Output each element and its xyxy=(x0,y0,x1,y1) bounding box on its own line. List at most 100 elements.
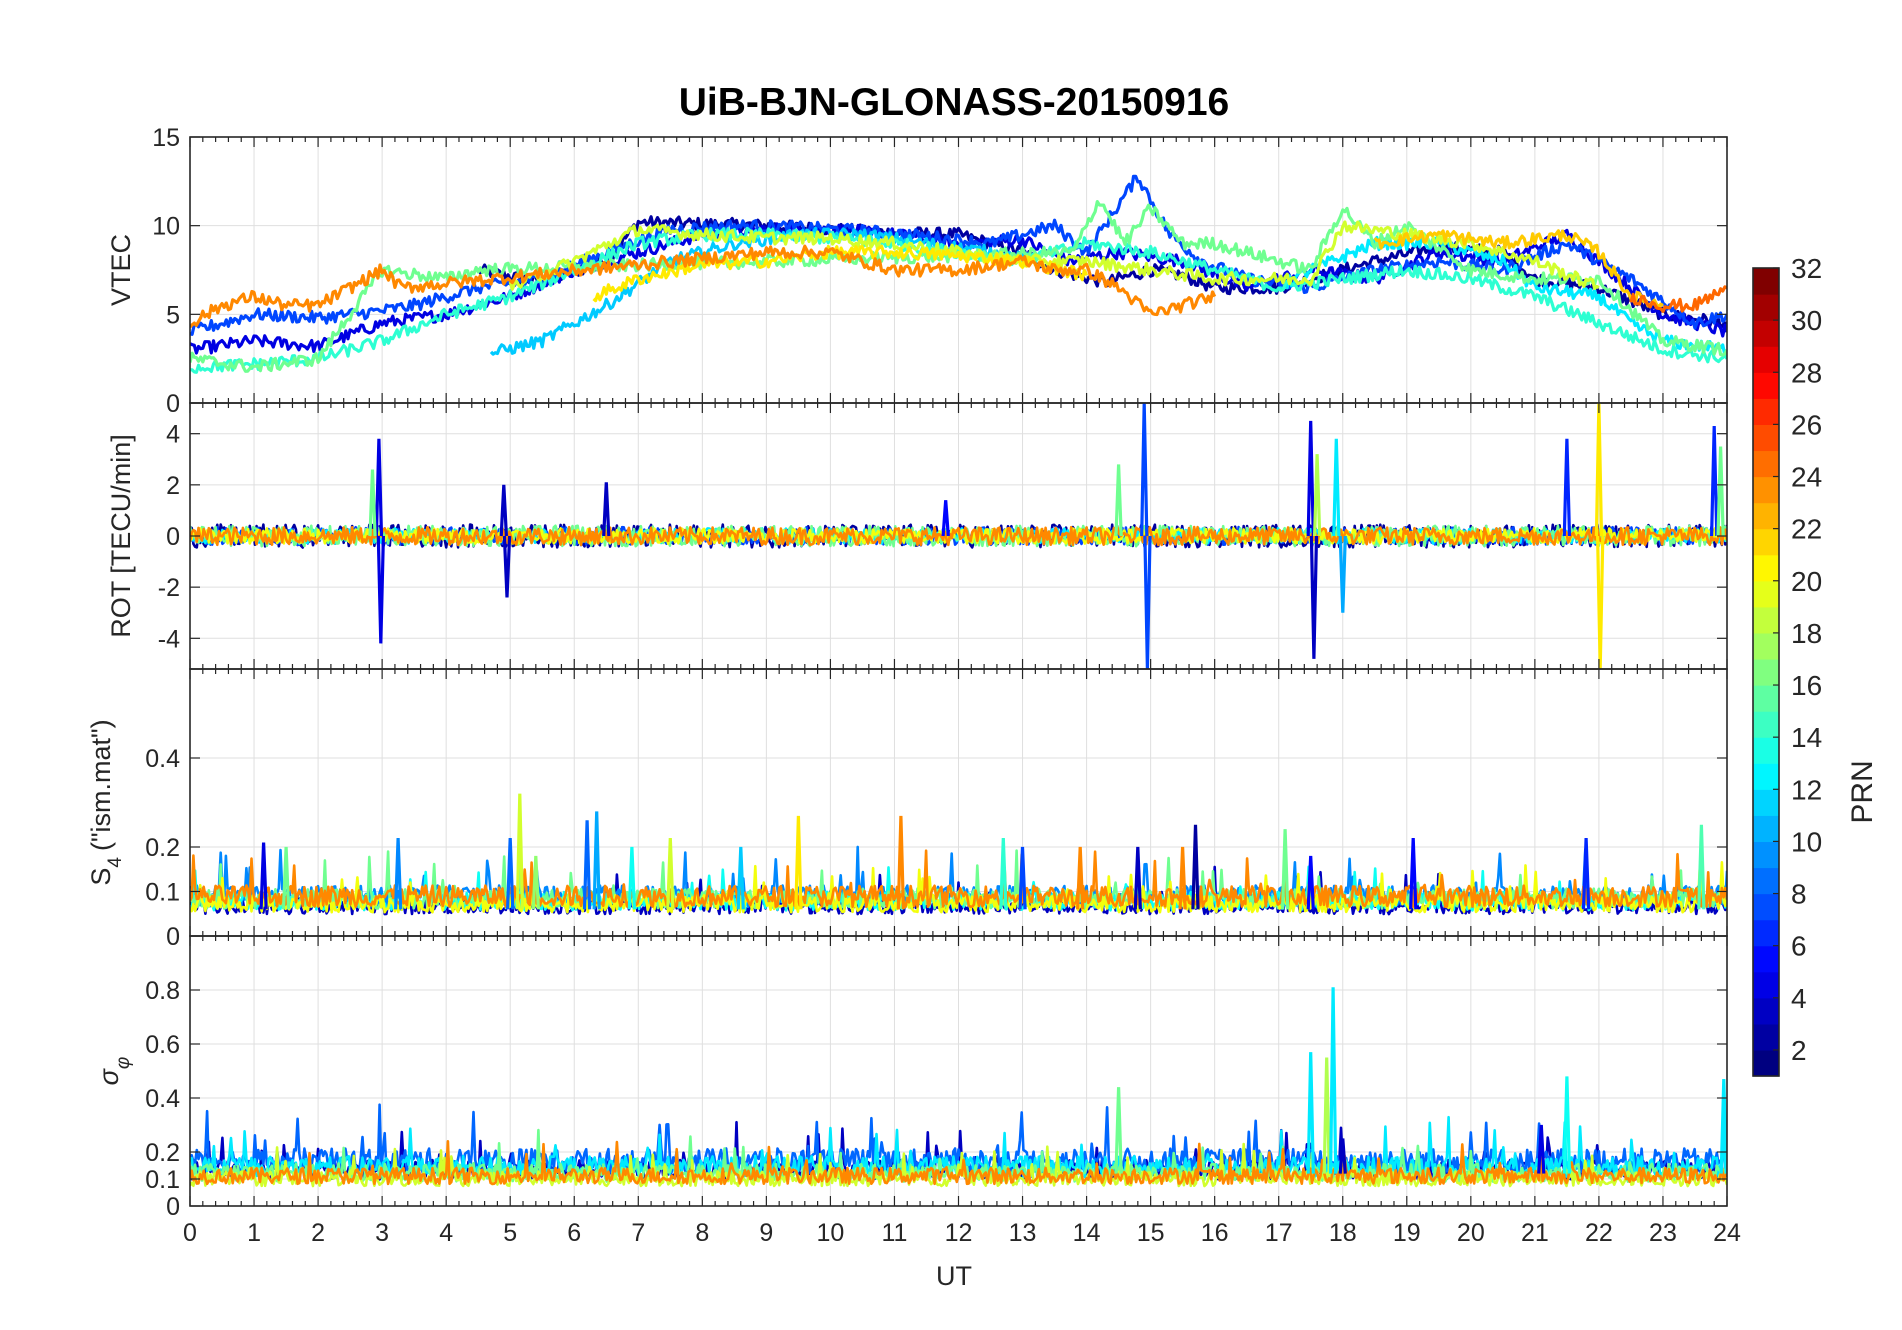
x-tick-label: 6 xyxy=(567,1219,581,1247)
vtec-series-prn-25 xyxy=(1629,285,1727,313)
y-tick-label: 5 xyxy=(166,301,180,329)
x-tick-label: 19 xyxy=(1393,1219,1421,1247)
x-tick-label: 13 xyxy=(1009,1219,1037,1247)
colorbar-tick-label: 22 xyxy=(1791,514,1822,545)
spike-prn-24 xyxy=(896,815,905,910)
spike-prn-16 xyxy=(1114,464,1123,537)
y-axis-label: VTEC xyxy=(106,234,136,306)
x-axis-label: UT xyxy=(936,1261,972,1291)
series-group xyxy=(190,987,1727,1188)
spike-prn-10 xyxy=(1338,535,1347,613)
colorbar-segment xyxy=(1753,658,1779,686)
colorbar-frame xyxy=(1752,267,1780,1077)
colorbar-segment xyxy=(1753,945,1779,973)
colorbar-segment xyxy=(1753,294,1779,321)
spike-prn-12 xyxy=(1329,987,1338,1174)
spike-prn-16 xyxy=(1281,829,1290,910)
vtec-series-prn-24 xyxy=(190,244,1217,329)
spike-prn-12 xyxy=(1719,1079,1727,1174)
spike-prn-3 xyxy=(502,535,512,598)
y-tick-label: 4 xyxy=(166,421,180,449)
y-tick-label: 0 xyxy=(166,390,180,418)
y-tick-label: 0.1 xyxy=(145,879,180,907)
x-tick-label: 12 xyxy=(945,1219,973,1247)
spike-prn-16 xyxy=(1716,446,1725,537)
x-tick-label: 22 xyxy=(1585,1219,1613,1247)
y-axis-label: ROT [TECU/min] xyxy=(106,434,136,638)
spike-prn-8 xyxy=(506,838,515,910)
series-prn-24 xyxy=(190,1140,1727,1186)
colorbar-segment xyxy=(1753,606,1779,634)
spike-prn-7 xyxy=(1143,535,1152,669)
panel-1: -4 -2 0 2 4 ROT [TECU/min] xyxy=(106,402,1728,670)
colorbar-tick-label: 14 xyxy=(1791,722,1822,753)
series-group xyxy=(190,793,1727,916)
colorbar-segment xyxy=(1753,971,1779,999)
spike-prn-3 xyxy=(1309,535,1319,659)
y-tick-label: 10 xyxy=(152,213,180,241)
x-tick-label: 23 xyxy=(1649,1219,1677,1247)
colorbar-segment xyxy=(1753,867,1779,895)
y-tick-label: 15 xyxy=(152,124,180,152)
x-tick-label: 3 xyxy=(375,1219,389,1247)
colorbar-segment xyxy=(1753,528,1779,556)
colorbar-tick-label: 6 xyxy=(1791,931,1807,962)
spike-prn-21 xyxy=(1594,403,1604,537)
spike-prn-5 xyxy=(941,500,950,537)
x-tick-label: 11 xyxy=(881,1219,907,1247)
x-tick-label: 20 xyxy=(1457,1219,1485,1247)
colorbar-segment xyxy=(1753,711,1779,738)
colorbar-segment xyxy=(1753,893,1779,921)
colorbar-tick-label: 12 xyxy=(1791,774,1822,805)
spike-prn-4 xyxy=(1306,420,1315,537)
colorbar-segment xyxy=(1753,346,1779,373)
spike-prn-6 xyxy=(1581,838,1591,910)
spike-prn-11 xyxy=(736,846,745,910)
spike-prn-19 xyxy=(515,793,524,910)
colorbar-segment xyxy=(1753,737,1779,764)
colorbar-tick-label: 32 xyxy=(1791,253,1822,284)
spike-prn-3 xyxy=(1133,846,1142,910)
colorbar-segment xyxy=(1753,580,1779,608)
colorbar-label: PRN xyxy=(1846,760,1879,823)
colorbar-tick-label: 18 xyxy=(1791,618,1822,649)
spike-prn-12 xyxy=(1332,438,1341,537)
chart-title: UiB-BJN-GLONASS-20150916 xyxy=(679,81,1230,124)
series-group xyxy=(190,174,1727,374)
spike-prn-10 xyxy=(592,811,601,910)
colorbar-segment xyxy=(1753,1023,1779,1051)
colorbar-tick-label: 4 xyxy=(1791,983,1807,1014)
spike-prn-14 xyxy=(999,838,1008,910)
spike-prn-19 xyxy=(666,838,675,910)
spike-prn-16 xyxy=(1114,1087,1123,1174)
x-tick-label: 2 xyxy=(311,1219,325,1247)
vtec-series-prn-7 xyxy=(190,174,1727,336)
colorbar-segment xyxy=(1753,789,1779,816)
spike-prn-7 xyxy=(1140,403,1149,537)
spike-prn-12 xyxy=(1306,1052,1315,1174)
colorbar-tick-label: 10 xyxy=(1791,826,1822,857)
colorbar-tick-label: 16 xyxy=(1791,670,1822,701)
x-tick-label: 14 xyxy=(1073,1219,1101,1247)
x-tick-label: 10 xyxy=(817,1219,845,1247)
colorbar-segment xyxy=(1753,268,1779,295)
series-group xyxy=(190,403,1727,669)
colorbar-segment xyxy=(1753,1049,1779,1077)
colorbar-tick-label: 30 xyxy=(1791,305,1822,336)
colorbar-segment xyxy=(1753,424,1779,452)
spike-prn-24 xyxy=(1076,846,1085,910)
colorbar-tick-label: 2 xyxy=(1791,1035,1807,1066)
panel-2: 0 0.1 0.2 0.4 S4("ism.mat") xyxy=(86,668,1728,951)
spike-prn-5 xyxy=(1409,838,1418,910)
spike-prn-13 xyxy=(627,846,636,910)
colorbar-segment xyxy=(1753,763,1779,790)
spike-prn-2 xyxy=(1191,824,1200,910)
spike-prn-17 xyxy=(531,855,540,910)
x-tick-label: 16 xyxy=(1201,1219,1229,1247)
colorbar-segment xyxy=(1753,632,1779,660)
colorbar-tick-label: 28 xyxy=(1791,357,1822,388)
spike-prn-6 xyxy=(1562,438,1572,537)
colorbar-segment xyxy=(1753,372,1779,399)
spike-prn-18 xyxy=(1322,1057,1331,1174)
